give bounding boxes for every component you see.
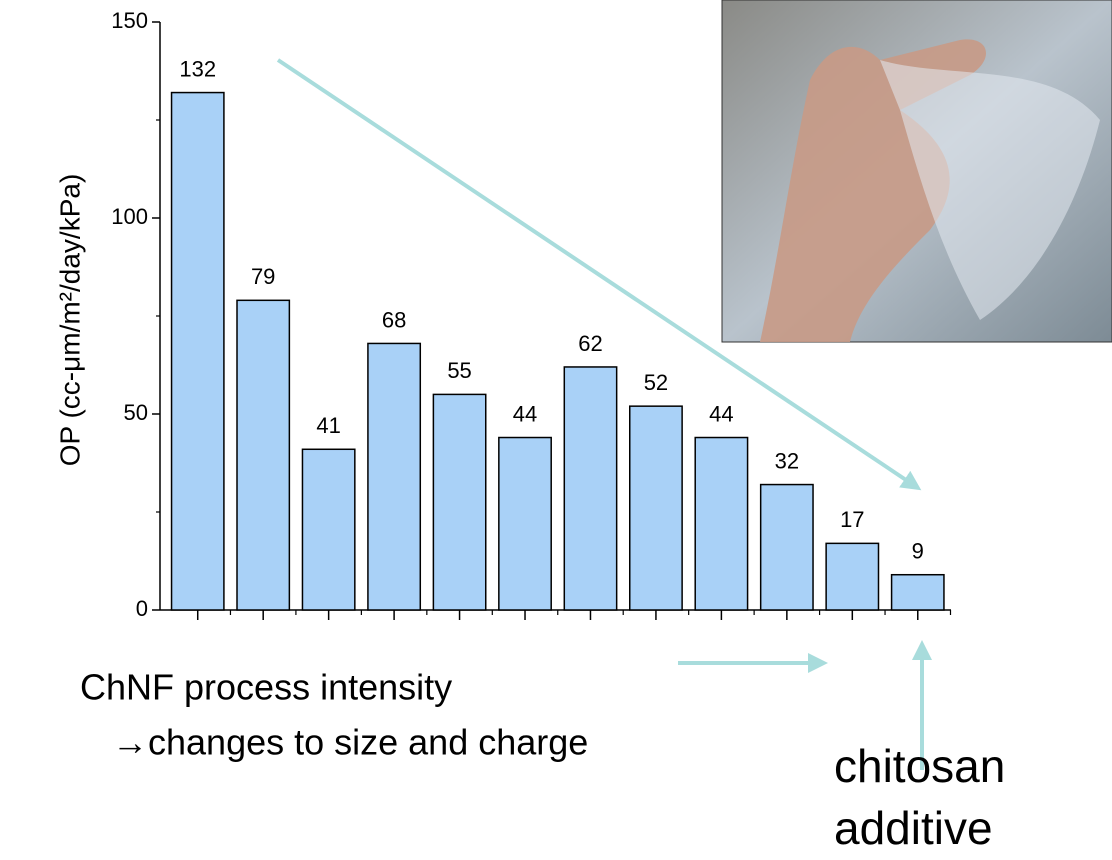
y-tick-label: 50 xyxy=(124,400,148,425)
data-label: 62 xyxy=(578,331,602,356)
y-tick-label: 100 xyxy=(111,204,148,229)
annotation: chitosan xyxy=(834,740,1005,792)
bar xyxy=(761,485,813,610)
photo xyxy=(722,0,1112,342)
y-tick-label: 0 xyxy=(136,596,148,621)
data-label: 17 xyxy=(840,507,864,532)
page: OP (cc-μm/m²/day/kPa) ChNF process inten… xyxy=(0,0,1112,860)
data-label: 68 xyxy=(382,307,406,332)
data-label: 132 xyxy=(179,56,216,81)
data-label: 52 xyxy=(644,370,668,395)
bar xyxy=(172,93,224,610)
bar xyxy=(695,438,747,610)
bar xyxy=(826,543,878,610)
y-tick-label: 150 xyxy=(111,8,148,33)
data-label: 55 xyxy=(447,358,471,383)
annotation: ChNF process intensity xyxy=(80,667,452,708)
bar xyxy=(499,438,551,610)
data-label: 41 xyxy=(316,413,340,438)
data-label: 9 xyxy=(912,539,924,564)
data-label: 44 xyxy=(709,401,733,426)
y-axis-label: OP (cc-μm/m²/day/kPa) xyxy=(54,174,85,467)
chart: OP (cc-μm/m²/day/kPa) ChNF process inten… xyxy=(0,0,1112,860)
data-label: 79 xyxy=(251,264,275,289)
bar xyxy=(433,394,485,610)
bar xyxy=(368,343,420,610)
annotation: additive xyxy=(834,802,993,854)
data-label: 32 xyxy=(775,448,799,473)
bar xyxy=(237,300,289,610)
bar xyxy=(302,449,354,610)
annotation: →changes to size and charge xyxy=(112,722,588,763)
bar xyxy=(630,406,682,610)
data-label: 44 xyxy=(513,401,537,426)
bar xyxy=(564,367,616,610)
bar xyxy=(892,575,944,610)
